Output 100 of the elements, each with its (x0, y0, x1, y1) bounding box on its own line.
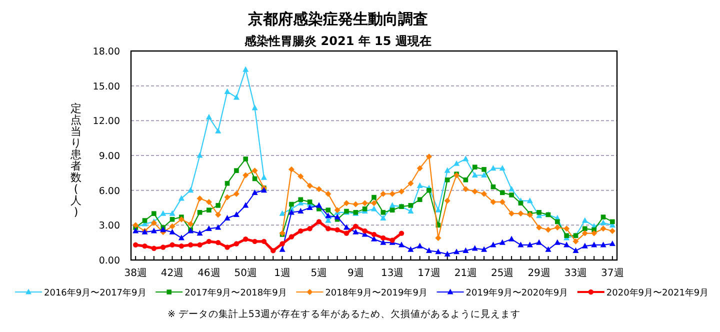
point (279, 246, 286, 252)
point (234, 168, 239, 173)
point (197, 242, 202, 248)
point (371, 206, 377, 212)
point (252, 168, 258, 174)
point (416, 182, 423, 188)
point (582, 226, 588, 232)
point (554, 224, 560, 230)
point (243, 236, 248, 242)
point (582, 217, 588, 223)
x-tick-label: 50週 (234, 268, 257, 279)
point (481, 190, 488, 197)
point (408, 180, 414, 186)
point (380, 235, 386, 241)
point (554, 239, 560, 245)
point (224, 88, 230, 94)
x-tick-label: 13週 (380, 268, 404, 279)
point (353, 224, 358, 229)
point (298, 228, 304, 234)
chart-subtitle: 感染性胃腸炎 2021 年 15 週現在 (244, 34, 432, 48)
point (298, 208, 304, 214)
legend-label: 2018年9月〜2019年9月 (325, 288, 428, 298)
point (307, 200, 312, 204)
legend-label: 2017年9月〜2018年9月 (184, 288, 287, 298)
point (472, 172, 478, 178)
point (352, 201, 359, 208)
point (197, 210, 202, 215)
x-tick-label: 5週 (310, 268, 328, 279)
point (572, 247, 579, 254)
point (178, 216, 184, 222)
point (380, 190, 386, 197)
point (279, 210, 286, 216)
point (380, 214, 386, 220)
y-tick-label: 0.00 (98, 256, 120, 266)
point (499, 164, 506, 171)
point (169, 223, 176, 230)
text: 定点当り患者数(人) (70, 102, 82, 218)
point (591, 230, 598, 236)
point (233, 211, 240, 218)
point (572, 238, 579, 244)
point (306, 182, 313, 189)
point (536, 239, 542, 245)
point (490, 198, 496, 205)
x-tick-label: 38週 (124, 268, 147, 279)
point (243, 156, 248, 162)
point (298, 197, 304, 202)
point (234, 241, 240, 246)
point (206, 225, 212, 231)
point (398, 230, 404, 236)
point (371, 232, 377, 238)
point (417, 197, 422, 202)
point (206, 198, 212, 205)
point (132, 242, 138, 248)
point (481, 246, 488, 252)
x-tick-label: 17週 (418, 268, 440, 279)
point (252, 104, 258, 110)
point (518, 242, 524, 248)
point (196, 152, 203, 158)
point (500, 190, 505, 196)
point (170, 216, 175, 222)
point (462, 156, 469, 162)
point (390, 208, 395, 212)
point (252, 189, 258, 195)
point (499, 198, 506, 205)
point (196, 230, 203, 236)
point (610, 219, 615, 224)
point (564, 242, 570, 248)
point (260, 174, 267, 180)
x-tick-label: 21週 (454, 268, 478, 279)
y-tick-label: 15.00 (92, 81, 120, 92)
point (545, 226, 552, 233)
point (316, 202, 322, 208)
point (398, 242, 405, 248)
x-tick-label: 33週 (564, 268, 588, 279)
x-tick-label: 25週 (491, 268, 514, 279)
point (288, 234, 294, 240)
point (482, 167, 486, 172)
point (591, 242, 598, 248)
point (206, 238, 212, 244)
point (536, 224, 542, 230)
y-tick-label: 12.00 (92, 116, 120, 128)
point (416, 165, 423, 172)
point (150, 228, 157, 234)
point (600, 214, 606, 220)
point (564, 226, 570, 232)
point (454, 160, 460, 166)
point (472, 164, 478, 170)
point (224, 214, 230, 220)
point (536, 210, 542, 215)
point (462, 186, 469, 192)
point (178, 234, 184, 240)
point (334, 227, 340, 232)
point (352, 228, 359, 234)
point (169, 228, 176, 234)
point (160, 226, 166, 232)
point (416, 242, 423, 248)
point (600, 226, 606, 232)
point (435, 248, 442, 254)
x-tick-label: 42週 (160, 268, 184, 279)
point (545, 246, 552, 252)
